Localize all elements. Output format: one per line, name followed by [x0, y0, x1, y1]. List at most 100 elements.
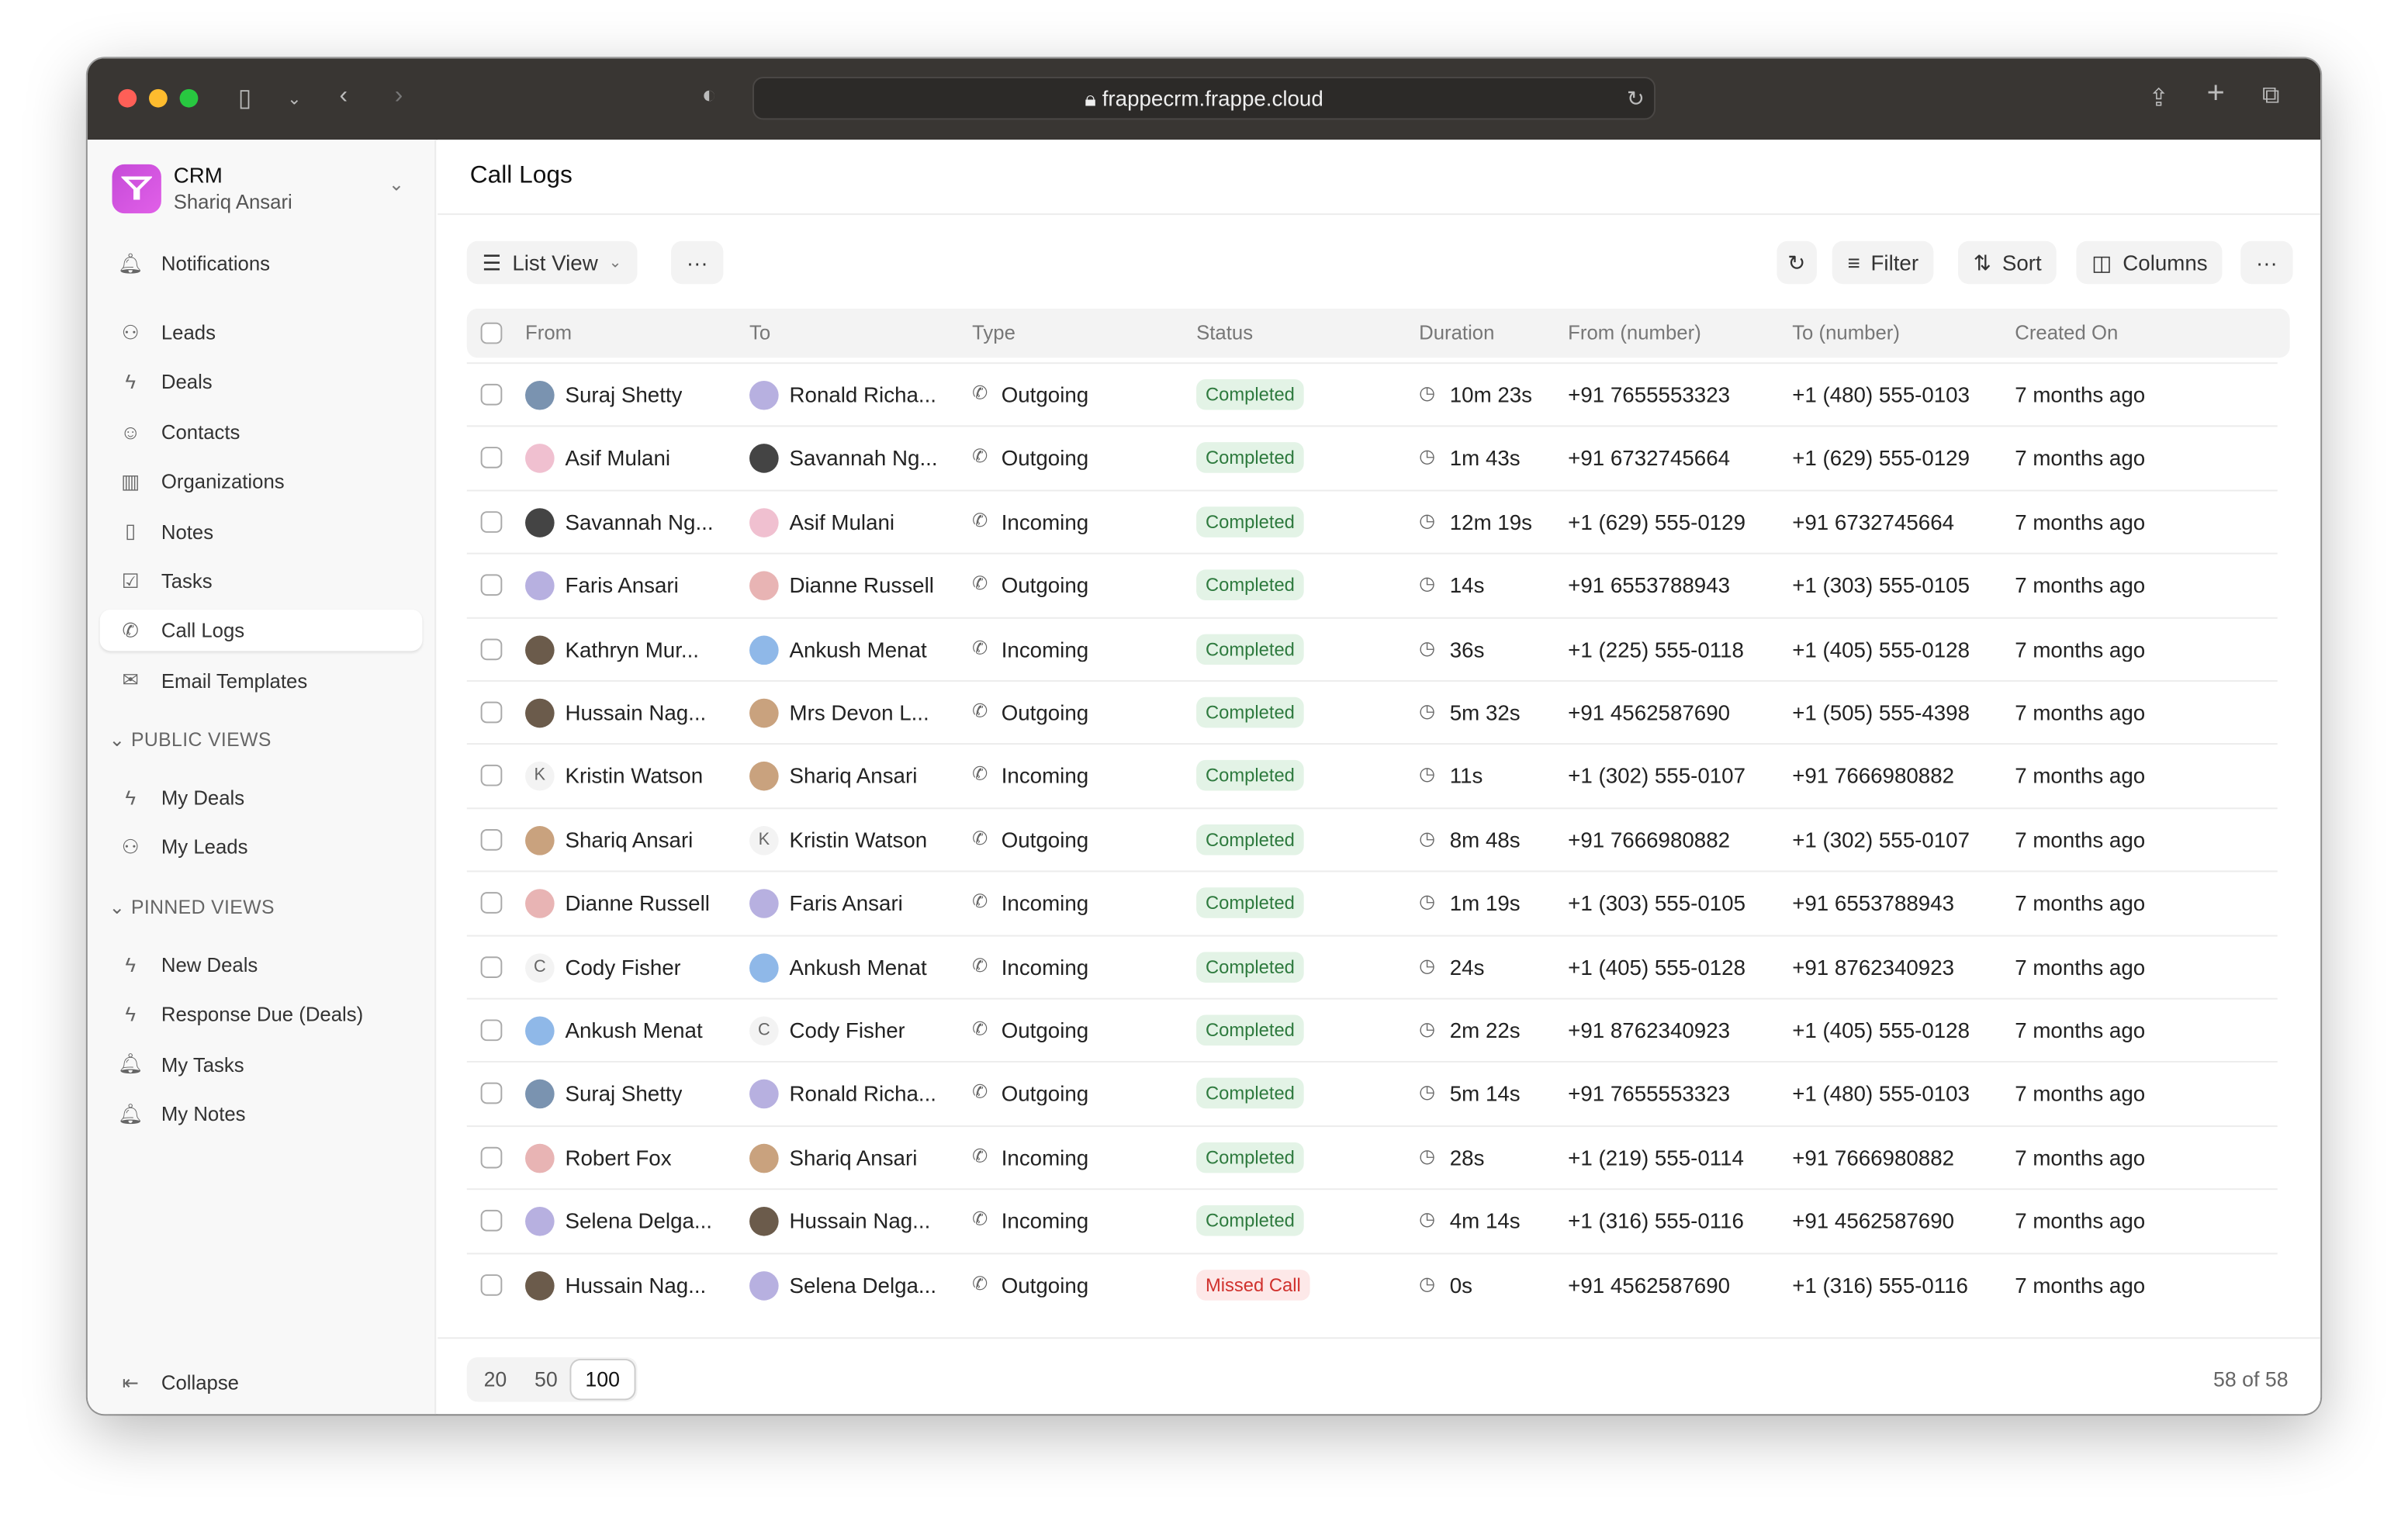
outgoing-call-icon: ✆ [972, 382, 988, 404]
maximize-window-button[interactable] [179, 88, 199, 108]
filter-button[interactable]: ≡ Filter [1832, 240, 1934, 285]
table-row[interactable]: Hussain Nag... Selena Delga... Outgoing 0s +… [466, 1252, 2278, 1315]
row-checkbox[interactable] [480, 1083, 503, 1105]
shield-icon[interactable]: ◐ [701, 82, 717, 109]
page-size-100[interactable]: 100 [571, 1360, 634, 1399]
row-checkbox[interactable] [480, 828, 503, 851]
from-number: +91 4562587690 [1568, 1272, 1731, 1297]
sort-button[interactable]: ⇅ Sort [1957, 240, 2057, 285]
collapse-button[interactable]: ⇤ Collapse [100, 1362, 423, 1403]
call-type: Outgoing [1001, 572, 1089, 598]
sidebar-item-label: Response Due (Deals) [161, 1003, 364, 1027]
column-header[interactable]: Status [1196, 320, 1254, 344]
duration: 0s [1449, 1272, 1473, 1297]
chevron-down-icon[interactable]: ⌄ [388, 173, 404, 195]
sidebar-item-leads[interactable]: ⚇ Leads [100, 312, 423, 353]
public-views-section[interactable]: ⌄ PUBLIC VIEWS [109, 727, 272, 751]
refresh-button[interactable]: ↻ [1777, 240, 1817, 285]
row-checkbox[interactable] [480, 1274, 503, 1295]
table-row[interactable]: Suraj Shetty Ronald Richa... Outgoing 5m 14… [466, 1061, 2278, 1125]
row-checkbox[interactable] [480, 892, 503, 914]
row-checkbox[interactable] [480, 765, 503, 787]
table-row[interactable]: Hussain Nag... Mrs Devon L... Outgoing 5m 3… [466, 679, 2278, 743]
row-checkbox[interactable] [480, 447, 503, 469]
app-name[interactable]: CRM [173, 162, 223, 188]
collapse-label: Collapse [161, 1370, 240, 1394]
table-row[interactable]: K Shariq Ansari Kristin Watson Outgoing 8m 4… [466, 807, 2278, 870]
sidebar-item-new-deals[interactable]: ϟ New Deals [100, 944, 423, 985]
sidebar-item-label: New Deals [161, 953, 258, 977]
reload-icon[interactable]: ↻ [1626, 85, 1645, 111]
table-row[interactable]: Savannah Ng... Asif Mulani Incoming 12m 19s… [466, 489, 2278, 552]
new-tab-icon[interactable]: + [2206, 76, 2225, 111]
sidebar-item-tasks[interactable]: ☑ Tasks [100, 561, 423, 602]
column-header[interactable]: Duration [1419, 320, 1495, 344]
more-options-button[interactable]: ··· [2240, 240, 2293, 285]
sidebar-item-response-due-deals[interactable]: ϟ Response Due (Deals) [100, 994, 423, 1035]
sidebar-item-organizations[interactable]: ▥ Organizations [100, 461, 423, 502]
share-icon[interactable]: ⇪ [2148, 85, 2169, 112]
row-checkbox[interactable] [480, 510, 503, 533]
table-row[interactable]: Dianne Russell Faris Ansari Incoming 1m 19s… [466, 870, 2278, 934]
column-header[interactable]: Type [972, 320, 1015, 344]
sidebar-item-deals[interactable]: ϟ Deals [100, 361, 423, 403]
sidebar-item-my-notes[interactable]: 🔔︎ My Notes [100, 1094, 423, 1135]
table-row[interactable]: C Ankush Menat Cody Fisher Outgoing 2m 22s +9… [466, 997, 2278, 1061]
table-row[interactable]: Kathryn Mur... Ankush Menat Incoming 36s +1 … [466, 616, 2278, 679]
view-options-button[interactable]: ··· [671, 240, 724, 285]
row-checkbox[interactable] [480, 1019, 503, 1042]
sidebar-toggle-icon[interactable]: ▯ [237, 85, 252, 112]
minimize-window-button[interactable] [149, 88, 168, 108]
sidebar-item-call-logs[interactable]: ✆ Call Logs [99, 610, 423, 652]
sidebar-item-contacts[interactable]: ☺ Contacts [100, 411, 423, 452]
row-checkbox[interactable] [480, 383, 503, 406]
column-header[interactable]: Created On [2015, 320, 2119, 344]
to-name: Ronald Richa... [789, 382, 936, 407]
status-badge: Completed [1196, 1014, 1304, 1046]
column-header[interactable]: From [525, 320, 573, 344]
table-row[interactable]: Robert Fox Shariq Ansari Incoming 28s +1 (21… [466, 1125, 2278, 1188]
from-name: Faris Ansari [565, 572, 679, 598]
sidebar-item-my-leads[interactable]: ⚇ My Leads [100, 827, 423, 868]
column-header[interactable]: To [749, 320, 771, 344]
sidebar-item-email-templates[interactable]: ✉ Email Templates [100, 660, 423, 701]
avatar [749, 444, 779, 474]
row-checkbox[interactable] [480, 956, 503, 978]
chevron-down-icon[interactable]: ⌄ [287, 90, 302, 109]
row-checkbox[interactable] [480, 701, 503, 724]
page-size-50[interactable]: 50 [534, 1367, 558, 1391]
row-checkbox[interactable] [480, 638, 503, 660]
from-name: Kristin Watson [565, 763, 704, 789]
table-row[interactable]: Selena Delga... Hussain Nag... Incoming 4m … [466, 1188, 2278, 1252]
table-row[interactable]: C Cody Fisher Ankush Menat Incoming 24s +1 (4… [466, 934, 2278, 997]
avatar [749, 1270, 779, 1300]
row-checkbox[interactable] [480, 1146, 503, 1169]
close-window-button[interactable] [118, 88, 137, 108]
column-header[interactable]: To (number) [1792, 320, 1900, 344]
crm-logo[interactable] [112, 164, 161, 214]
table-row[interactable]: K Kristin Watson Shariq Ansari Incoming 11s +… [466, 743, 2278, 807]
pinned-views-section[interactable]: ⌄ PINNED VIEWS [109, 895, 275, 918]
row-checkbox[interactable] [480, 1210, 503, 1232]
sort-label: Sort [2001, 250, 2042, 275]
back-icon[interactable]: ‹ [339, 82, 348, 109]
avatar [525, 1080, 555, 1110]
sidebar-item-notes[interactable]: ▯ Notes [100, 510, 423, 551]
table-row[interactable]: Suraj Shetty Ronald Richa... Outgoing 10m 2… [466, 362, 2278, 425]
select-all-checkbox[interactable] [480, 322, 503, 344]
row-checkbox[interactable] [480, 574, 503, 596]
columns-button[interactable]: ◫ Columns [2076, 240, 2223, 285]
list-view-dropdown[interactable]: ☰ List View ⌄ [466, 240, 638, 285]
sidebar-item-my-deals[interactable]: ϟ My Deals [100, 777, 423, 818]
table-row[interactable]: Faris Ansari Dianne Russell Outgoing 14s +91… [466, 553, 2278, 616]
sidebar-item-notifications[interactable]: 🔔︎ Notifications [100, 243, 423, 284]
to-name: Kristin Watson [789, 827, 928, 852]
address-bar[interactable]: 🔒︎ frappecrm.frappe.cloud ↻ [752, 76, 1656, 120]
user-name[interactable]: Shariq Ansari [173, 190, 292, 214]
page-size-20[interactable]: 20 [483, 1367, 507, 1391]
column-header[interactable]: From (number) [1568, 320, 1701, 344]
avatar [749, 1207, 779, 1236]
tabs-overview-icon[interactable]: ⧉ [2261, 82, 2280, 109]
table-row[interactable]: Asif Mulani Savannah Ng... Outgoing 1m 43s +… [466, 426, 2278, 489]
sidebar-item-my-tasks[interactable]: 🔔︎ My Tasks [100, 1044, 423, 1085]
